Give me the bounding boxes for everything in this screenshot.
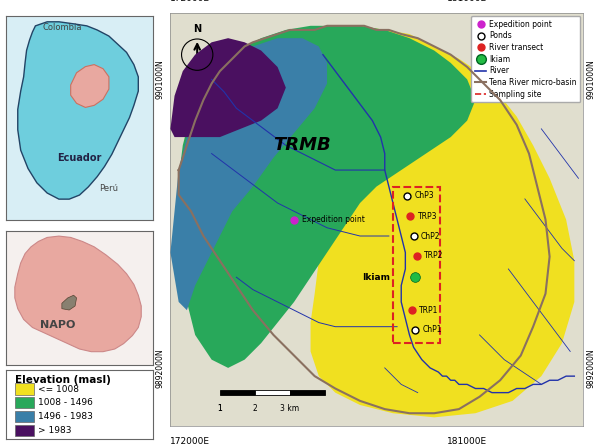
Text: > 1983: > 1983: [38, 426, 72, 435]
Text: 9901000N: 9901000N: [587, 60, 596, 99]
Text: 172000E: 172000E: [170, 437, 211, 446]
Text: TRP2: TRP2: [424, 251, 443, 260]
Polygon shape: [170, 38, 327, 310]
Bar: [220, 390, 255, 395]
Text: 181000E: 181000E: [446, 0, 487, 3]
Text: <= 1008: <= 1008: [38, 384, 79, 393]
Text: NAPO: NAPO: [40, 320, 75, 330]
Text: TRP1: TRP1: [419, 306, 439, 314]
Text: N: N: [193, 24, 201, 34]
Text: 1: 1: [218, 404, 222, 413]
Text: Perú: Perú: [100, 185, 118, 194]
Polygon shape: [170, 38, 286, 137]
Bar: [15, 397, 34, 409]
Text: 1: 1: [218, 404, 222, 413]
Text: 1008 - 1496: 1008 - 1496: [38, 398, 93, 407]
Bar: [290, 390, 325, 395]
Text: ChP2: ChP2: [421, 232, 440, 241]
Text: TRP3: TRP3: [418, 212, 437, 221]
Text: Ecuador: Ecuador: [58, 153, 101, 164]
Polygon shape: [71, 65, 109, 108]
Text: ChP1: ChP1: [422, 326, 442, 335]
Text: ChP3: ChP3: [415, 191, 434, 200]
Text: Expedition point: Expedition point: [302, 215, 365, 224]
Text: 172000E: 172000E: [170, 0, 211, 3]
Text: 1496 - 1983: 1496 - 1983: [38, 412, 93, 421]
Text: Colombia: Colombia: [42, 23, 82, 32]
Text: 2: 2: [253, 404, 257, 413]
Text: Ikiam: Ikiam: [362, 273, 391, 282]
Text: 9892000N: 9892000N: [587, 348, 596, 388]
Polygon shape: [15, 236, 141, 352]
Polygon shape: [311, 26, 574, 418]
Legend: Expedition point, Ponds, River transect, Ikiam, River, Tena River micro-basin, S: Expedition point, Ponds, River transect,…: [472, 16, 580, 103]
Bar: [255, 390, 290, 395]
Text: 9892000N: 9892000N: [155, 348, 164, 388]
Bar: [15, 425, 34, 436]
Text: TRMB: TRMB: [274, 136, 331, 154]
Polygon shape: [62, 295, 77, 310]
Polygon shape: [18, 22, 139, 199]
Text: 9901000N: 9901000N: [155, 60, 164, 99]
Bar: [15, 383, 34, 395]
Text: 181000E: 181000E: [446, 437, 487, 446]
Bar: [15, 411, 34, 422]
Bar: [393, 186, 440, 343]
Polygon shape: [179, 26, 475, 368]
Text: 3 km: 3 km: [280, 404, 299, 413]
Text: Elevation (masl): Elevation (masl): [15, 375, 110, 385]
